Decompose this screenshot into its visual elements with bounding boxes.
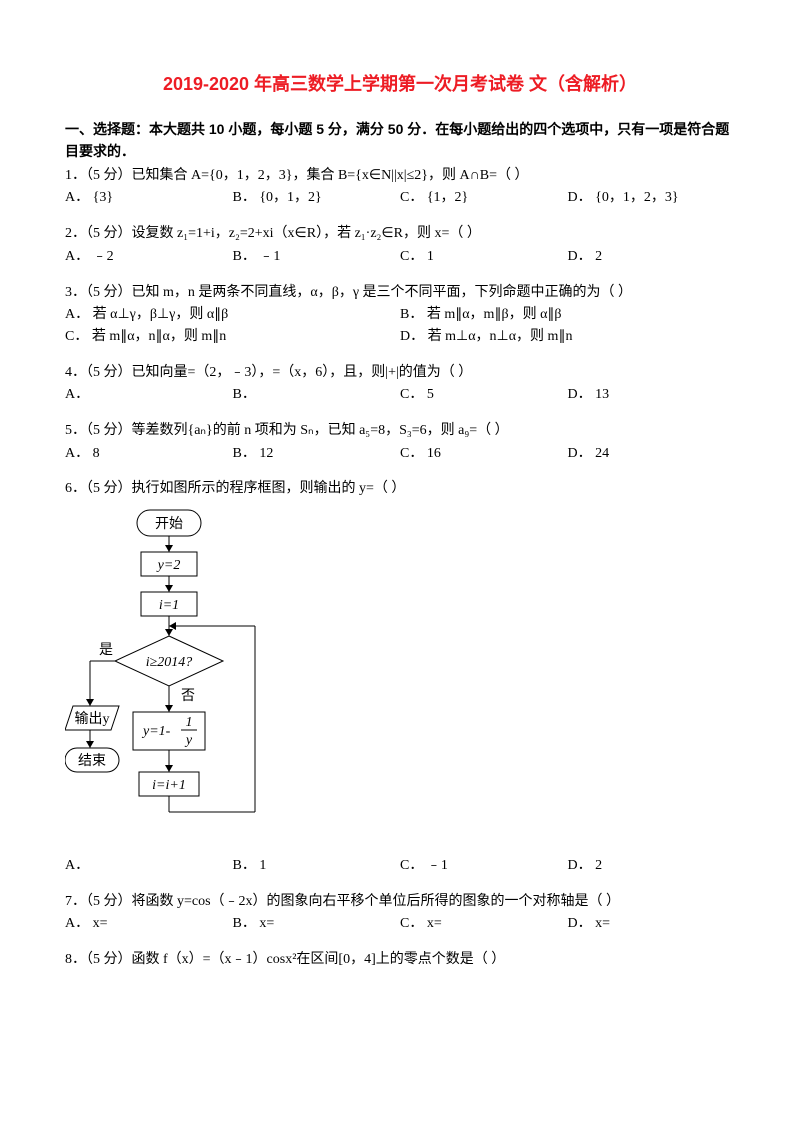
fc-output: 输出y: [75, 711, 110, 727]
q3-opt-b: B． 若 m∥α，m∥β，则 α∥β: [400, 304, 735, 326]
fc-i1: i=1: [159, 598, 179, 613]
q3-opt-a: A． 若 α⊥γ，β⊥γ，则 α∥β: [65, 304, 400, 326]
q6-options: A． B． 1 C． ﹣1 D． 2: [65, 855, 735, 877]
question-3: 3．（5 分）已知 m，n 是两条不同直线，α，β，γ 是三个不同平面，下列命题…: [65, 282, 735, 348]
question-4: 4．（5 分）已知向量=（2，﹣3），=（x，6），且，则|+|的值为（ ） A…: [65, 362, 735, 406]
q4-options: A． B． C． 5 D． 13: [65, 384, 735, 406]
q6-opt-a: A．: [65, 855, 233, 877]
q5-opt-c: C． 16: [400, 443, 568, 465]
q5-opt-d: D． 24: [568, 443, 736, 465]
q7-options: A． x= B． x= C． x= D． x=: [65, 913, 735, 935]
q1-options: A． {3} B． {0，1，2} C． {1，2} D． {0，1，2，3}: [65, 187, 735, 209]
q7-opt-a: A． x=: [65, 913, 233, 935]
q1-opt-c: C． {1，2}: [400, 187, 568, 209]
fc-yes-label: 是: [99, 643, 113, 658]
q6-opt-c: C． ﹣1: [400, 855, 568, 877]
q7-opt-b: B． x=: [233, 913, 401, 935]
q7-opt-d: D． x=: [568, 913, 736, 935]
q4-stem: 4．（5 分）已知向量=（2，﹣3），=（x，6），且，则|+|的值为（ ）: [65, 362, 735, 384]
q8-stem: 8．（5 分）函数 f（x）=（x﹣1）cosx²在区间[0，4]上的零点个数是…: [65, 949, 735, 971]
q2-options: A． ﹣2 B． ﹣1 C． 1 D． 2: [65, 246, 735, 268]
q5-opt-b: B． 12: [233, 443, 401, 465]
q2-stem: 2．（5 分）设复数 z₁=1+i，z₂=2+xi（x∈R），若 z₁·z₂∈R…: [65, 223, 735, 245]
exam-page: 2019-2020 年高三数学上学期第一次月考试卷 文（含解析） 一、选择题：本…: [0, 0, 800, 1002]
q5-opt-a: A． 8: [65, 443, 233, 465]
q2-opt-b: B． ﹣1: [233, 246, 401, 268]
question-6: 6．（5 分）执行如图所示的程序框图，则输出的 y=（ ） 开始 y=2 i=1: [65, 478, 735, 876]
q3-options: A． 若 α⊥γ，β⊥γ，则 α∥β B． 若 m∥α，m∥β，则 α∥β C．…: [65, 304, 735, 347]
q7-stem: 7．（5 分）将函数 y=cos（﹣2x）的图象向右平移个单位后所得的图象的一个…: [65, 891, 735, 913]
q1-opt-b: B． {0，1，2}: [233, 187, 401, 209]
q4-opt-d: D． 13: [568, 384, 736, 406]
question-1: 1．（5 分）已知集合 A={0，1，2，3}，集合 B={x∈N||x|≤2}…: [65, 165, 735, 209]
q4-opt-a: A．: [65, 384, 233, 406]
fc-upd-y: y=1-: [141, 724, 171, 739]
question-2: 2．（5 分）设复数 z₁=1+i，z₂=2+xi（x∈R），若 z₁·z₂∈R…: [65, 223, 735, 267]
fc-y2: y=2: [156, 558, 181, 573]
exam-title: 2019-2020 年高三数学上学期第一次月考试卷 文（含解析）: [65, 70, 735, 96]
q3-stem: 3．（5 分）已知 m，n 是两条不同直线，α，β，γ 是三个不同平面，下列命题…: [65, 282, 735, 304]
q1-stem: 1．（5 分）已知集合 A={0，1，2，3}，集合 B={x∈N||x|≤2}…: [65, 165, 735, 187]
fc-frac-den: y: [184, 733, 193, 748]
q2-opt-d: D． 2: [568, 246, 736, 268]
flowchart-diagram: 开始 y=2 i=1 i≥2014? 是: [65, 506, 735, 851]
q1-opt-d: D． {0，1，2，3}: [568, 187, 736, 209]
q5-stem: 5．（5 分）等差数列{aₙ}的前 n 项和为 Sₙ，已知 a₅=8，S₃=6，…: [65, 420, 735, 442]
section-heading: 一、选择题：本大题共 10 小题，每小题 5 分，满分 50 分．在每小题给出的…: [65, 118, 735, 163]
q5-options: A． 8 B． 12 C． 16 D． 24: [65, 443, 735, 465]
q4-opt-b: B．: [233, 384, 401, 406]
fc-end: 结束: [78, 753, 106, 769]
q7-opt-c: C． x=: [400, 913, 568, 935]
fc-frac-num: 1: [186, 715, 193, 730]
q1-opt-a: A． {3}: [65, 187, 233, 209]
fc-no-label: 否: [181, 689, 195, 704]
q6-stem: 6．（5 分）执行如图所示的程序框图，则输出的 y=（ ）: [65, 478, 735, 500]
question-8: 8．（5 分）函数 f（x）=（x﹣1）cosx²在区间[0，4]上的零点个数是…: [65, 949, 735, 971]
fc-start: 开始: [155, 516, 183, 532]
q3-opt-d: D． 若 m⊥α，n⊥α，则 m∥n: [400, 326, 735, 348]
question-7: 7．（5 分）将函数 y=cos（﹣2x）的图象向右平移个单位后所得的图象的一个…: [65, 891, 735, 935]
question-5: 5．（5 分）等差数列{aₙ}的前 n 项和为 Sₙ，已知 a₅=8，S₃=6，…: [65, 420, 735, 464]
q2-opt-a: A． ﹣2: [65, 246, 233, 268]
q3-opt-c: C． 若 m∥α，n∥α，则 m∥n: [65, 326, 400, 348]
fc-inc-i: i=i+1: [152, 778, 186, 793]
q6-opt-d: D． 2: [568, 855, 736, 877]
q4-opt-c: C． 5: [400, 384, 568, 406]
fc-cond: i≥2014?: [146, 655, 193, 670]
q6-opt-b: B． 1: [233, 855, 401, 877]
q2-opt-c: C． 1: [400, 246, 568, 268]
